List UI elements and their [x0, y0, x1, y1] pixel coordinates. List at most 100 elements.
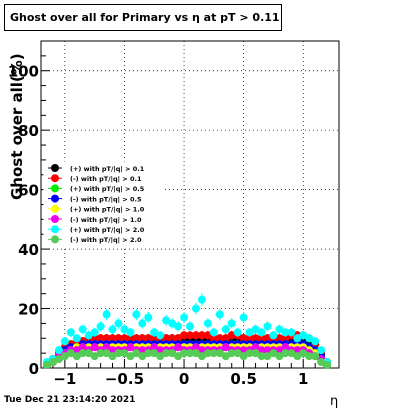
legend-entry: (+) with pT/|q| > 0.1: [70, 165, 145, 174]
data-point: [245, 328, 254, 337]
data-point: [108, 334, 117, 343]
data-point: [287, 328, 296, 337]
data-point: [257, 352, 266, 361]
data-point: [72, 334, 81, 343]
x-tick-label: 1: [298, 370, 308, 388]
data-point: [96, 334, 105, 343]
data-point: [245, 334, 254, 343]
x-tick-label: 0.5: [230, 370, 257, 388]
data-point: [239, 313, 248, 322]
data-point: [251, 325, 260, 334]
data-point: [269, 331, 278, 340]
data-point: [186, 331, 194, 340]
data-point: [317, 358, 326, 367]
data-point: [203, 319, 212, 328]
data-point: [197, 346, 206, 355]
data-point: [221, 325, 230, 334]
data-point: [114, 349, 123, 358]
data-point: [150, 349, 159, 358]
legend-entry: (-) with pT/|q| > 0.5: [70, 195, 142, 204]
data-point: [174, 322, 183, 331]
data-point: [90, 352, 99, 361]
data-points: [42, 293, 332, 370]
data-point: [299, 349, 308, 358]
data-point: [114, 334, 123, 343]
legend-box: [43, 161, 163, 249]
data-point: [180, 313, 189, 322]
data-point: [180, 331, 189, 340]
data-point: [174, 343, 183, 352]
data-point: [186, 322, 194, 331]
data-point: [186, 349, 194, 358]
data-point: [54, 346, 63, 355]
data-point: [311, 337, 320, 346]
data-point: [120, 325, 129, 334]
data-point: [227, 331, 236, 340]
data-point: [174, 334, 183, 343]
data-point: [251, 349, 260, 358]
data-point: [138, 352, 147, 361]
data-point: [221, 343, 230, 352]
series-7: [42, 349, 332, 370]
data-point: [203, 349, 212, 358]
data-point: [293, 352, 302, 361]
data-point: [221, 334, 230, 343]
data-point: [275, 334, 284, 343]
data-point: [72, 346, 81, 355]
data-point: [215, 310, 224, 319]
y-tick-label: 0: [29, 360, 39, 378]
data-point: [102, 343, 111, 352]
data-point: [203, 331, 212, 340]
data-point: [90, 328, 99, 337]
data-point: [156, 352, 165, 361]
data-point: [239, 346, 248, 355]
data-point: [257, 346, 266, 355]
data-point: [191, 304, 200, 313]
data-point: [174, 352, 183, 361]
y-tick-label: 20: [18, 301, 39, 319]
data-point: [126, 343, 135, 352]
data-point: [78, 343, 87, 352]
data-point: [215, 349, 224, 358]
data-point: [48, 358, 57, 367]
data-point: [257, 328, 266, 337]
data-point: [281, 334, 290, 343]
data-point: [239, 334, 248, 343]
data-point: [191, 331, 200, 340]
data-point: [305, 352, 314, 361]
data-point: [263, 346, 272, 355]
data-point: [281, 328, 290, 337]
data-point: [102, 310, 111, 319]
data-point: [162, 349, 171, 358]
data-point: [251, 343, 260, 352]
data-point: [84, 349, 93, 358]
data-point: [120, 334, 129, 343]
data-point: [233, 349, 242, 358]
data-point: [156, 346, 165, 355]
data-point: [180, 349, 189, 358]
data-point: [144, 313, 153, 322]
data-point: [323, 361, 332, 370]
data-point: [245, 349, 254, 358]
data-point: [168, 349, 177, 358]
data-point: [66, 328, 75, 337]
data-point: [281, 343, 290, 352]
data-point: [275, 346, 284, 355]
data-point: [293, 334, 302, 343]
data-point: [197, 295, 206, 304]
legend-entry: (-) with pT/|q| > 2.0: [70, 236, 142, 245]
data-point: [269, 349, 278, 358]
legend-entry: (+) with pT/|q| > 2.0: [70, 226, 145, 235]
data-point: [221, 352, 230, 361]
data-point: [78, 349, 87, 358]
data-point: [215, 334, 224, 343]
data-point: [209, 334, 218, 343]
data-point: [108, 352, 117, 361]
data-point: [209, 349, 218, 358]
legend-entry: (+) with pT/|q| > 0.5: [70, 185, 145, 194]
y-tick-label: 100: [8, 63, 39, 81]
data-point: [102, 349, 111, 358]
data-point: [287, 349, 296, 358]
data-point: [150, 328, 159, 337]
data-point: [239, 352, 248, 361]
